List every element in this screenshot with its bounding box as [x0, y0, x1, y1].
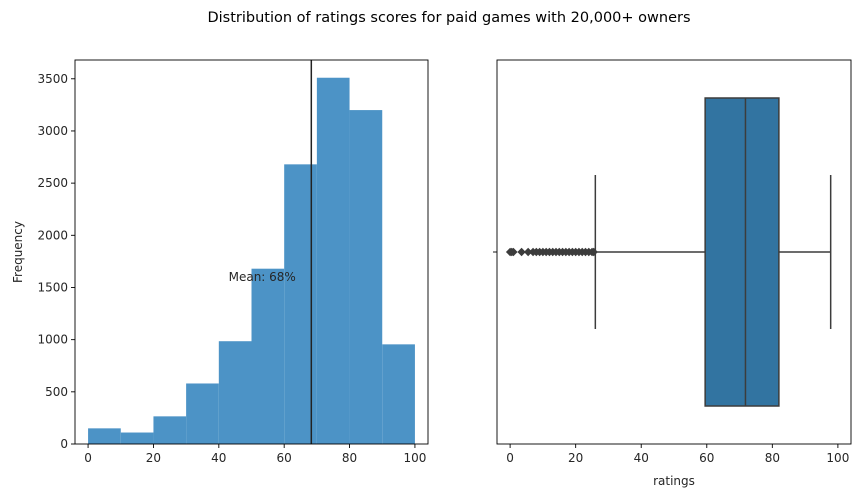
histogram-plot-frame [74, 59, 429, 445]
x-tick-label: 40 [634, 451, 649, 465]
outlier-point [523, 247, 533, 257]
outlier-point [509, 247, 518, 257]
x-tick-label: 100 [826, 451, 849, 465]
histogram-bar [218, 341, 252, 444]
x-tick-label: 0 [506, 451, 514, 465]
histogram-bar [349, 110, 383, 444]
histogram-bar [382, 344, 415, 444]
histogram-y-axis-label: Frequency [11, 221, 25, 283]
histogram-bar [88, 428, 121, 444]
y-tick-label: 2500 [37, 176, 68, 190]
x-tick-label: 60 [699, 451, 714, 465]
figure-title: Distribution of ratings scores for paid … [207, 10, 690, 26]
x-tick-label: 80 [342, 451, 357, 465]
x-tick-label: 20 [568, 451, 583, 465]
y-tick-label: 3500 [37, 72, 68, 86]
histogram-chart: Mean: 68% 0 20 40 60 80 100 0 500 1000 1500 2000 2… [11, 59, 429, 465]
histogram-bar [251, 268, 285, 444]
y-tick-label: 3000 [37, 124, 68, 138]
y-tick-label: 0 [60, 437, 68, 451]
boxplot-x-axis-label: ratings [653, 474, 695, 488]
histogram-bar [153, 416, 187, 444]
y-tick-label: 1500 [37, 280, 68, 294]
x-tick-label: 40 [211, 451, 226, 465]
x-tick-label: 100 [403, 451, 426, 465]
histogram-bar [186, 383, 219, 444]
histogram-x-ticks: 0 20 40 60 80 100 [84, 444, 426, 465]
histogram-bars [88, 77, 415, 444]
mean-annotation: Mean: 68% [229, 270, 296, 284]
x-tick-label: 60 [277, 451, 292, 465]
x-tick-label: 20 [146, 451, 161, 465]
outlier-point [517, 247, 526, 257]
histogram-bar [316, 77, 350, 444]
boxplot-x-ticks: 0 20 40 60 80 100 [506, 444, 849, 465]
boxplot-chart: 0 20 40 60 80 100 ratings [493, 59, 852, 488]
y-tick-label: 2000 [37, 228, 68, 242]
y-tick-label: 500 [45, 385, 68, 399]
y-tick-label: 1000 [37, 333, 68, 347]
x-tick-label: 80 [765, 451, 780, 465]
histogram-y-ticks: 0 500 1000 1500 2000 2500 3000 3500 [37, 72, 75, 451]
boxplot-box [704, 97, 780, 407]
x-tick-label: 0 [84, 451, 92, 465]
histogram-bar [120, 432, 154, 444]
boxplot-outliers [505, 247, 598, 257]
